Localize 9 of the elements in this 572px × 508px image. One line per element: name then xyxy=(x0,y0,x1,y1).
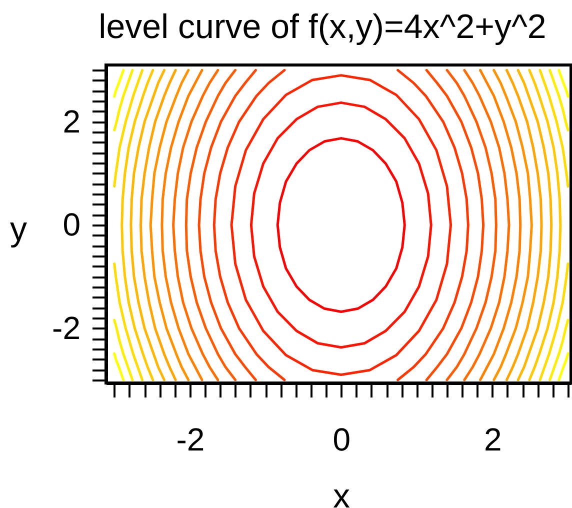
x-tick-label: 2 xyxy=(484,422,502,458)
y-tick-label: 2 xyxy=(62,103,80,140)
chart-title: level curve of f(x,y)=4x^2+y^2 xyxy=(98,8,546,46)
y-tick-label: 0 xyxy=(62,206,80,243)
y-axis-title: y xyxy=(10,210,27,248)
x-axis-title: x xyxy=(333,478,350,508)
x-tick-label: 0 xyxy=(332,422,351,458)
y-tick-label: -2 xyxy=(52,310,80,346)
x-tick-label: -2 xyxy=(176,422,205,458)
